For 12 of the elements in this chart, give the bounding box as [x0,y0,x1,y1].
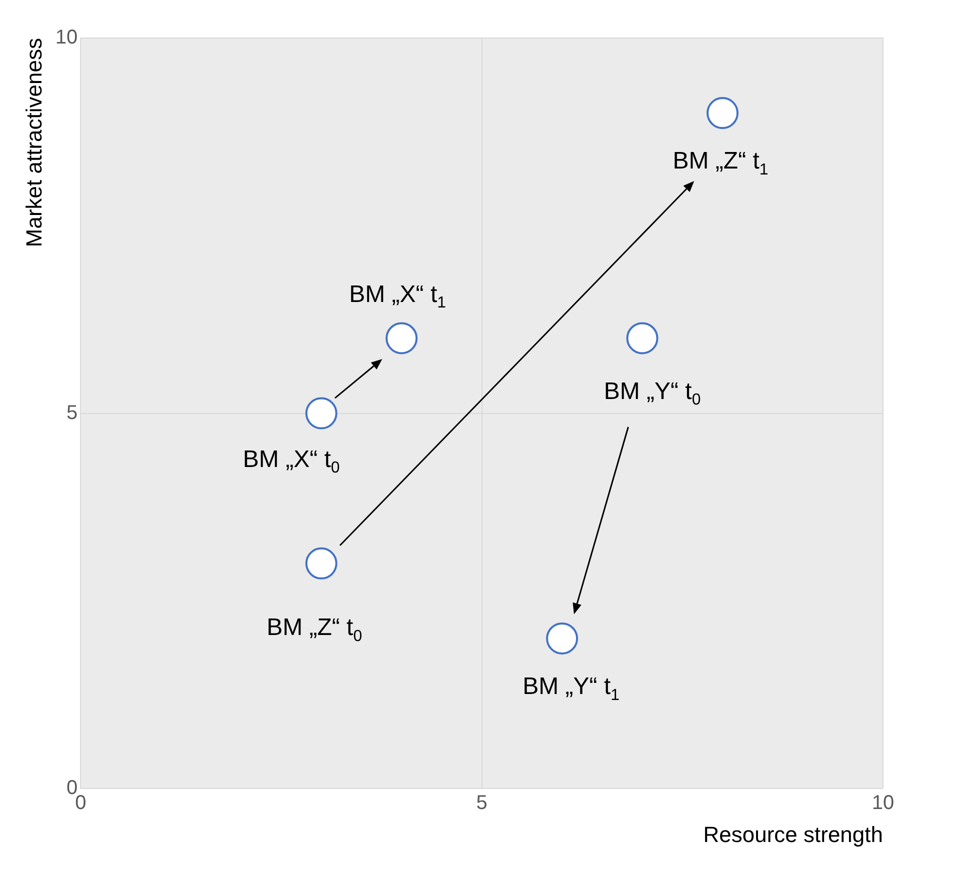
y-tick-label: 10 [55,26,78,49]
point [546,622,578,654]
x-tick-label: 10 [872,792,894,814]
point [626,322,658,354]
point [706,97,739,130]
x-axis-title: Resource strength [703,822,883,847]
point [386,322,418,354]
y-tick-label: 5 [66,402,78,424]
point [305,547,338,580]
x-tick-label: 5 [476,792,488,814]
point [305,397,338,430]
y-axis-title: Market attractiveness [21,38,46,248]
